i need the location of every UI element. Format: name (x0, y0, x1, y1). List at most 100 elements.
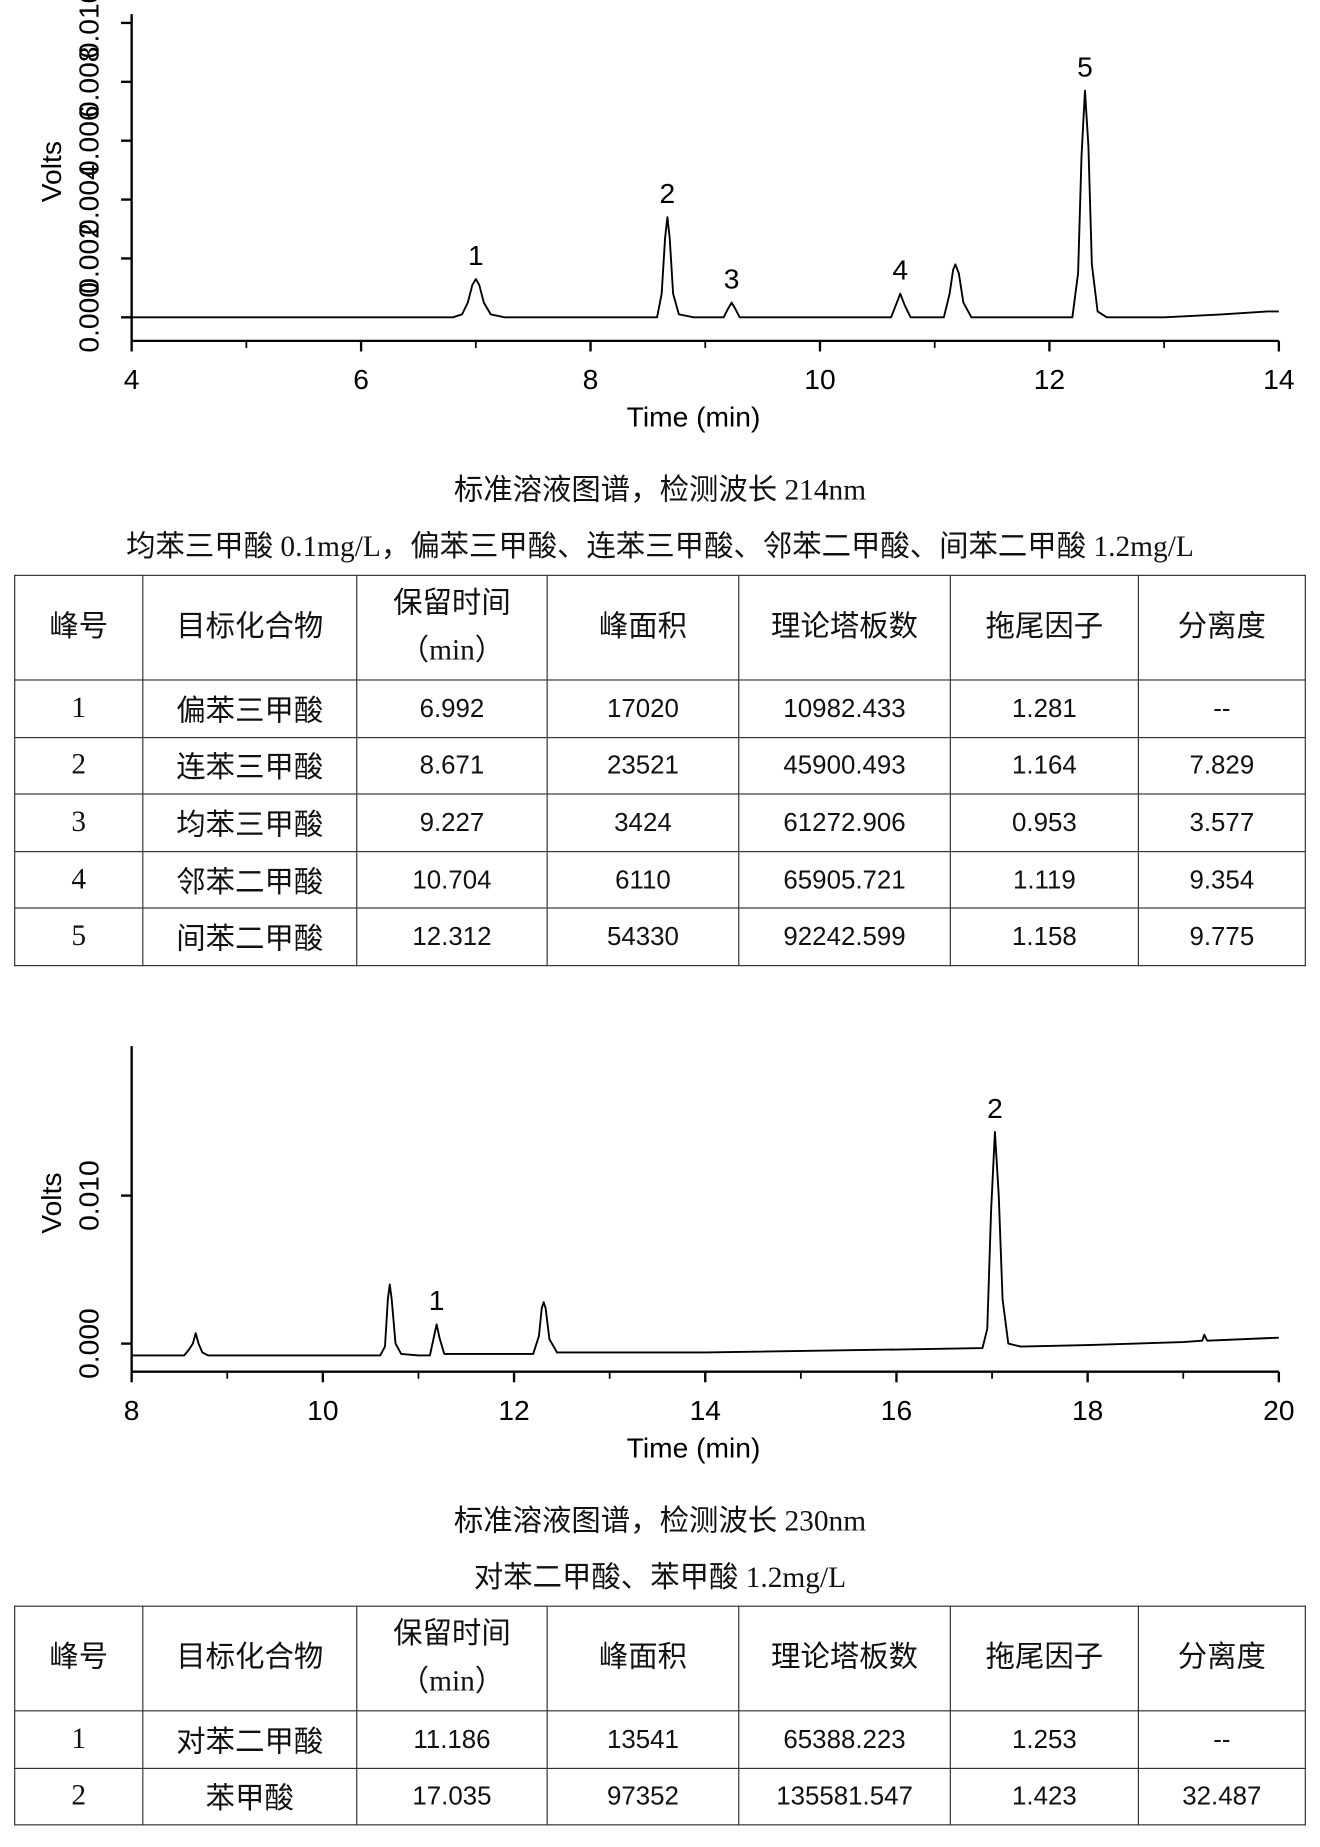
table-cell: 23521 (546, 736, 740, 795)
x-tick-label: 6 (353, 363, 369, 395)
table-row: 2 苯甲酸 17.035 97352 135581.547 1.423 32.487 (14, 1767, 1306, 1826)
y-tick-label: 0.000 (73, 1308, 105, 1379)
table-cell: 1 (14, 1710, 144, 1769)
table-cell: 17.035 (356, 1767, 548, 1826)
x-tick-label: 16 (881, 1394, 912, 1426)
header-cell: 分离度 (1137, 1605, 1306, 1712)
y-tick-label: 0.008 (73, 47, 105, 118)
table-cell: 连苯三甲酸 (142, 736, 358, 795)
table-cell: 1.119 (949, 850, 1139, 910)
x-tick-label: 8 (124, 1394, 140, 1426)
table-cell: 1.253 (949, 1710, 1139, 1769)
y-axis-label: Volts (35, 1172, 67, 1233)
trace (131, 89, 1279, 319)
table-cell: 邻苯二甲酸 (142, 850, 358, 910)
table-cell: 间苯二甲酸 (142, 907, 358, 967)
table-cell: 1.158 (949, 907, 1139, 967)
table-cell: 均苯三甲酸 (142, 793, 358, 852)
y-tick-label: 0.000 (73, 282, 105, 353)
x-tick-label: 8 (583, 363, 599, 395)
caption: 对苯二甲酸、苯甲酸 1.2mg/L (473, 1562, 847, 1594)
header-cell: 峰号 (14, 574, 144, 681)
table-cell: 1.281 (949, 679, 1139, 738)
table-cell: 1 (14, 679, 144, 738)
header-cell: 峰面积 (546, 1605, 740, 1712)
peak-label: 1 (429, 1284, 445, 1316)
caption: 标准溶液图谱，检测波长 230nm (453, 1505, 867, 1538)
table-cell: 135581.547 (738, 1767, 951, 1826)
table-cell: 4 (14, 850, 144, 910)
table-cell: 13541 (546, 1710, 740, 1769)
table-row: 2 连苯三甲酸 8.671 23521 45900.493 1.164 7.829 (14, 736, 1306, 795)
table-cell: 0.953 (949, 793, 1139, 852)
table-cell: 2 (14, 1767, 144, 1826)
header-cell: 理论塔板数 (738, 1605, 951, 1712)
table-cell: 65905.721 (738, 850, 951, 910)
table-cell: 9.354 (1137, 850, 1306, 910)
table-cell: 6110 (546, 850, 740, 910)
header-cell: 峰号 (14, 1605, 144, 1712)
table-cell: 11.186 (356, 1710, 548, 1769)
table-cell: 92242.599 (738, 907, 951, 967)
header-cell: 峰面积 (546, 574, 740, 681)
table-row: 5 间苯二甲酸 12.312 54330 92242.599 1.158 9.775 (14, 907, 1306, 967)
table-cell: 54330 (546, 907, 740, 967)
table-cell: 65388.223 (738, 1710, 951, 1769)
x-tick-label: 10 (307, 1394, 338, 1426)
table-cell: -- (1137, 1710, 1306, 1769)
table-cell: 17020 (546, 679, 740, 738)
caption: 均苯三甲酸 0.1mg/L，偏苯三甲酸、连苯三甲酸、邻苯二甲酸、间苯二甲酸 1.… (126, 531, 1194, 564)
chromatogram-214: 4 6 8 10 12 140.0000.0020.0040.0060.0080.010T… (35, 0, 1294, 433)
header-cell: 目标化合物 (142, 574, 358, 681)
table-cell: 3.577 (1137, 793, 1306, 852)
header-cell: 保留时间 （min） (356, 574, 548, 681)
table-cell: 对苯二甲酸 (142, 1710, 358, 1769)
table-cell: 3424 (546, 793, 740, 852)
y-axis-label: Volts (35, 141, 67, 202)
x-tick-label: 14 (1263, 363, 1294, 395)
header-cell: 拖尾因子 (949, 1605, 1139, 1712)
y-tick-label: 0.002 (73, 223, 105, 294)
peak-label: 2 (987, 1092, 1003, 1124)
trace (131, 1131, 1279, 1357)
y-tick-label: 0.004 (73, 164, 105, 235)
y-tick-label: 0.010 (73, 0, 105, 58)
results-table: 峰号 目标化合物 保留时间 （min） 峰面积 理论塔板数 拖尾因子 分离度 1 偏苯三甲酸 6.… (14, 574, 1306, 967)
x-tick-label: 12 (1034, 363, 1065, 395)
x-tick-label: 20 (1263, 1394, 1294, 1426)
x-axis-label: Time (min) (627, 401, 761, 433)
table-cell: 8.671 (356, 736, 548, 795)
table-cell: -- (1137, 679, 1306, 738)
header-cell: 分离度 (1137, 574, 1306, 681)
x-tick-label: 4 (124, 363, 140, 395)
table-cell: 10982.433 (738, 679, 951, 738)
x-tick-label: 18 (1072, 1394, 1103, 1426)
table-cell: 45900.493 (738, 736, 951, 795)
header-cell: 拖尾因子 (949, 574, 1139, 681)
table-row: 1 对苯二甲酸 11.186 13541 65388.223 1.253 -- (14, 1710, 1306, 1769)
table-cell: 1.164 (949, 736, 1139, 795)
x-tick-label: 10 (804, 363, 835, 395)
header-cell: 保留时间 （min） (356, 1605, 548, 1712)
peak-label: 3 (724, 262, 740, 294)
header-row: 峰号 目标化合物 保留时间 （min） 峰面积 理论塔板数 拖尾因子 分离度 (14, 574, 1306, 681)
table-cell: 7.829 (1137, 736, 1306, 795)
results-table: 峰号 目标化合物 保留时间 （min） 峰面积 理论塔板数 拖尾因子 分离度 1 对苯二甲酸 11… (14, 1605, 1306, 1826)
x-tick-label: 14 (690, 1394, 721, 1426)
table-cell: 32.487 (1137, 1767, 1306, 1826)
peak-label: 1 (468, 239, 484, 271)
header-cell: 目标化合物 (142, 1605, 358, 1712)
table-cell: 10.704 (356, 850, 548, 910)
table-cell: 9.775 (1137, 907, 1306, 967)
x-axis-label: Time (min) (627, 1432, 761, 1464)
table-cell: 61272.906 (738, 793, 951, 852)
table-cell: 97352 (546, 1767, 740, 1826)
table-cell: 1.423 (949, 1767, 1139, 1826)
y-tick-label: 0.010 (73, 1160, 105, 1231)
table-cell: 5 (14, 907, 144, 967)
header-row: 峰号 目标化合物 保留时间 （min） 峰面积 理论塔板数 拖尾因子 分离度 (14, 1605, 1306, 1712)
peak-label: 5 (1077, 51, 1093, 83)
